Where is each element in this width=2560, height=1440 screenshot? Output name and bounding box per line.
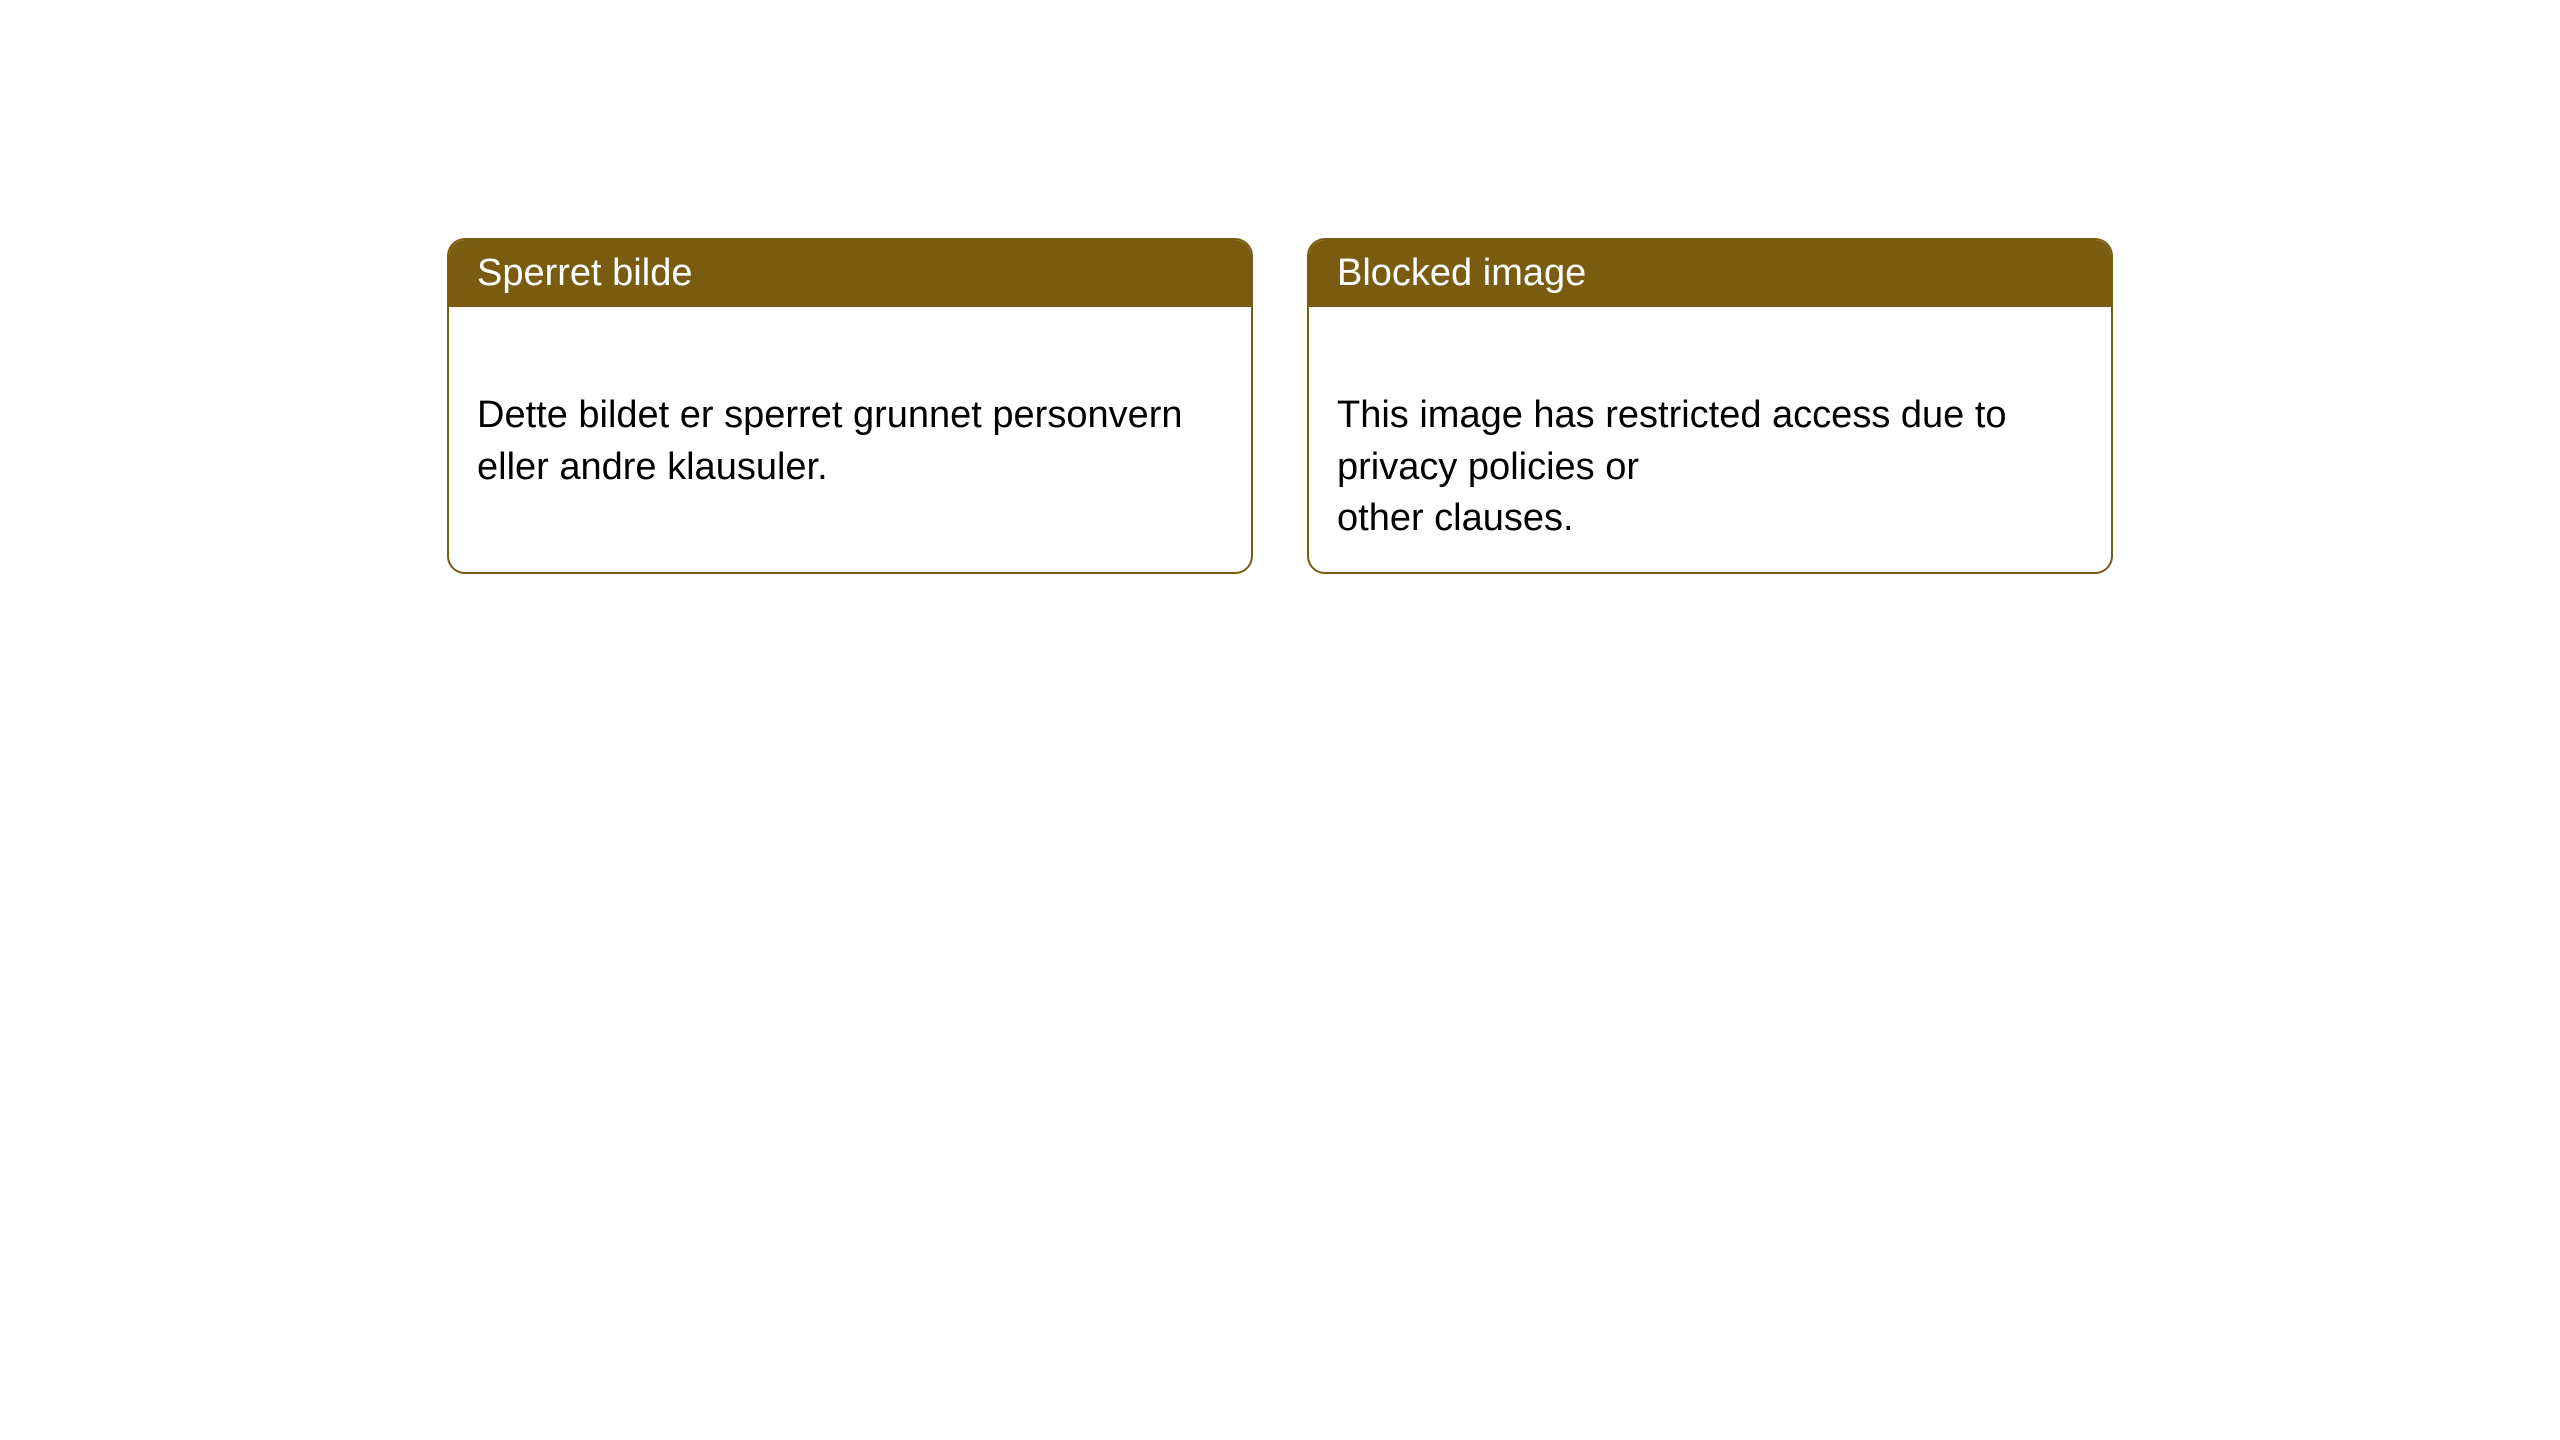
notice-body-text: This image has restricted access due to …	[1337, 394, 2007, 539]
notice-card-norwegian: Sperret bilde Dette bildet er sperret gr…	[447, 238, 1253, 574]
notice-header: Sperret bilde	[449, 240, 1251, 307]
notice-body-text: Dette bildet er sperret grunnet personve…	[477, 394, 1183, 487]
notice-title: Sperret bilde	[477, 252, 692, 294]
notice-container: Sperret bilde Dette bildet er sperret gr…	[447, 238, 2113, 574]
notice-title: Blocked image	[1337, 252, 1586, 294]
notice-body: Dette bildet er sperret grunnet personve…	[449, 307, 1251, 525]
notice-header: Blocked image	[1309, 240, 2111, 307]
notice-card-english: Blocked image This image has restricted …	[1307, 238, 2113, 574]
notice-body: This image has restricted access due to …	[1309, 307, 2111, 574]
